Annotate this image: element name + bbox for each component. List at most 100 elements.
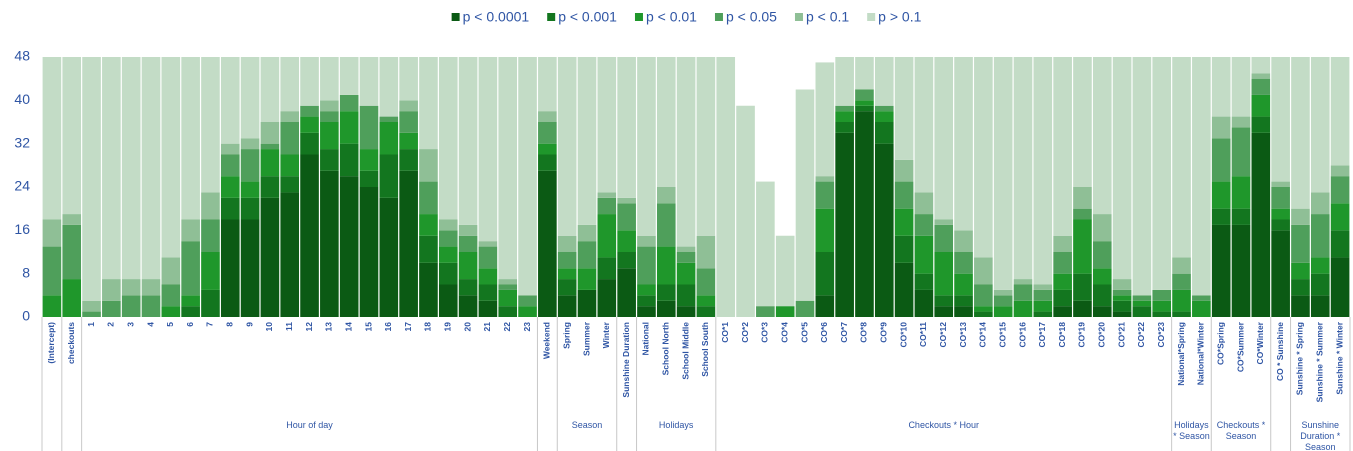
group-label: Hour of day bbox=[286, 420, 333, 430]
bar-segment bbox=[1152, 289, 1172, 301]
bar-segment bbox=[240, 219, 260, 317]
bar-segment bbox=[201, 57, 220, 193]
bar-segment bbox=[458, 252, 478, 280]
bar-segment bbox=[300, 132, 319, 155]
bar-segment bbox=[1092, 214, 1112, 242]
x-tick-label: CO*3 bbox=[760, 322, 770, 343]
bar-segment bbox=[478, 300, 498, 317]
bar-segment bbox=[1231, 116, 1251, 128]
bar-segment bbox=[1330, 176, 1350, 204]
bar-segment bbox=[756, 181, 775, 307]
bar-segment bbox=[716, 57, 736, 317]
bar-segment bbox=[260, 197, 280, 317]
bar-segment bbox=[974, 284, 993, 307]
bar-segment bbox=[855, 111, 874, 318]
bar-segment bbox=[102, 57, 121, 280]
bar-segment bbox=[1231, 224, 1251, 317]
bar-segment bbox=[498, 306, 518, 317]
bar-segment bbox=[934, 224, 954, 252]
bar-segment bbox=[399, 57, 418, 101]
bar-segment bbox=[1251, 116, 1271, 133]
x-tick-label: 13 bbox=[324, 322, 334, 332]
x-tick-label: CO*5 bbox=[799, 322, 809, 343]
bar-segment bbox=[617, 230, 636, 252]
bar-segment bbox=[260, 176, 280, 198]
x-tick-label: CO*4 bbox=[779, 322, 789, 343]
bar-segment bbox=[1132, 57, 1152, 296]
bar-segment bbox=[1251, 132, 1271, 317]
bar-segment bbox=[121, 279, 141, 296]
bar-segment bbox=[1073, 208, 1092, 220]
group-label-box: Hour of day bbox=[286, 420, 333, 430]
x-tick-label: CO*21 bbox=[1116, 322, 1126, 348]
bar-segment bbox=[1053, 273, 1072, 290]
bar-segment bbox=[438, 219, 458, 231]
bar-segment bbox=[597, 257, 617, 280]
bar-segment bbox=[181, 57, 200, 220]
bar-segment bbox=[438, 262, 458, 285]
bar-segment bbox=[42, 219, 62, 247]
x-tick-label: CO*14 bbox=[978, 322, 988, 348]
bar-segment bbox=[201, 252, 220, 290]
x-tick-label: CO*2 bbox=[740, 322, 750, 343]
bar-segment bbox=[914, 57, 934, 193]
bar-segment bbox=[1211, 181, 1231, 209]
bar-segment bbox=[240, 138, 260, 150]
bar-segment bbox=[42, 57, 62, 220]
bar-segment bbox=[795, 89, 815, 301]
bar-segment bbox=[914, 273, 934, 290]
bar-segment bbox=[379, 154, 399, 198]
bar-segment bbox=[954, 306, 973, 317]
bar-segment bbox=[1053, 57, 1072, 236]
legend-swatch bbox=[547, 13, 556, 21]
x-tick-label: 16 bbox=[383, 322, 393, 332]
x-tick-label: 6 bbox=[185, 322, 195, 327]
bar-segment bbox=[1291, 279, 1310, 296]
bar-segment bbox=[894, 208, 914, 236]
bar-segment bbox=[597, 214, 617, 258]
x-tick-label: CO*22 bbox=[1136, 322, 1146, 348]
bar-segment bbox=[280, 111, 300, 122]
bar-segment bbox=[1172, 311, 1191, 317]
bar-segment bbox=[62, 57, 82, 215]
bar-segment bbox=[42, 295, 62, 317]
bar-segment bbox=[914, 289, 934, 317]
bar-segment bbox=[1092, 241, 1112, 269]
x-tick-label: 22 bbox=[502, 322, 512, 332]
bar-segment bbox=[676, 262, 696, 285]
bar-segment bbox=[359, 105, 379, 150]
bar-segment bbox=[815, 252, 835, 296]
x-tick-label: 12 bbox=[304, 322, 314, 332]
bar-segment bbox=[874, 105, 894, 112]
bar-segment bbox=[914, 235, 934, 274]
bar-segment bbox=[1112, 311, 1132, 317]
bar-segment bbox=[696, 235, 716, 269]
bar-segment bbox=[815, 295, 835, 317]
bar-segment bbox=[993, 57, 1013, 290]
x-tick-label: 17 bbox=[403, 322, 413, 332]
bar-segment bbox=[934, 295, 954, 307]
bar-segment bbox=[676, 246, 696, 252]
bar-segment bbox=[458, 295, 478, 317]
bar-segment bbox=[320, 57, 339, 101]
x-tick-label: CO*1 bbox=[720, 322, 730, 343]
bar-segment bbox=[458, 279, 478, 296]
bar-segment bbox=[775, 235, 795, 307]
bar-segment bbox=[538, 170, 557, 317]
bar-segment bbox=[419, 181, 438, 215]
bar-segment bbox=[359, 187, 379, 317]
bar-segment bbox=[676, 284, 696, 307]
x-tick-label: CO * Sunshine bbox=[1275, 322, 1285, 381]
bar-segment bbox=[260, 57, 280, 122]
bar-segment bbox=[874, 122, 894, 144]
bar-segment bbox=[240, 197, 260, 220]
bar-segment bbox=[676, 57, 696, 247]
bar-segment bbox=[458, 224, 478, 236]
bar-segment bbox=[835, 105, 854, 112]
group-label: Checkouts * Season bbox=[1216, 420, 1266, 441]
bar-segment bbox=[300, 154, 319, 317]
bar-segment bbox=[260, 149, 280, 177]
bar-segment bbox=[637, 57, 656, 236]
bar-segment bbox=[577, 289, 597, 317]
bar-segment bbox=[835, 111, 854, 122]
